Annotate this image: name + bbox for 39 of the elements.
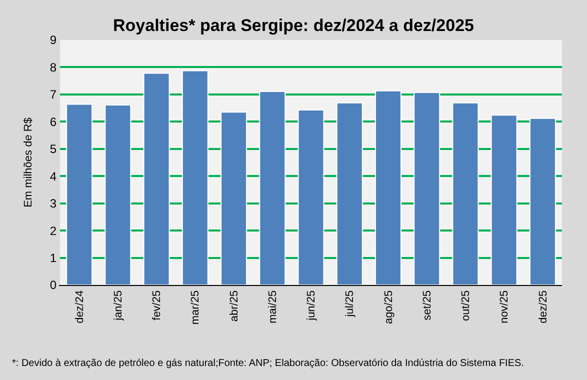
x-tick-label: dez/24 bbox=[74, 290, 86, 324]
x-tick-label: mar/25 bbox=[190, 290, 202, 325]
bar bbox=[104, 104, 132, 285]
y-axis-title: Em milhões de R$ bbox=[22, 118, 35, 208]
chart-title: Royalties* para Sergipe: dez/2024 a dez/2025 bbox=[113, 16, 474, 35]
bar bbox=[259, 90, 286, 285]
x-tick-label: out/25 bbox=[460, 290, 472, 321]
bar bbox=[452, 102, 479, 285]
y-tick-label: 5 bbox=[50, 142, 57, 156]
y-tick-label: 6 bbox=[50, 114, 57, 129]
y-tick-label: 1 bbox=[50, 250, 57, 265]
x-tick-label: dez/25 bbox=[537, 290, 550, 324]
y-tick-label: 2 bbox=[50, 224, 57, 238]
y-tick-label: 0 bbox=[50, 278, 57, 292]
x-tick-label: jul/25 bbox=[344, 290, 356, 318]
bar bbox=[529, 118, 556, 285]
bar bbox=[336, 102, 363, 285]
x-tick-label: nov/25 bbox=[498, 290, 511, 324]
bar bbox=[298, 109, 324, 285]
y-tick-label: 8 bbox=[50, 60, 57, 74]
y-tick-label: 3 bbox=[50, 196, 57, 211]
bar bbox=[374, 90, 402, 285]
y-tick-label: 7 bbox=[50, 88, 57, 102]
bar bbox=[182, 70, 208, 285]
x-tick-label: abr/25 bbox=[228, 290, 240, 322]
bar bbox=[66, 104, 93, 285]
x-tick-label: jun/25 bbox=[306, 290, 318, 322]
text: *: Devido à extração de petróleo e gás natural;Fonte: ANP; Elaboração: Observatório da Indústria do Sistema FIES. bbox=[12, 358, 524, 369]
y-tick-label: 4 bbox=[50, 169, 57, 184]
bar bbox=[220, 112, 248, 285]
bar bbox=[490, 114, 518, 285]
bar bbox=[143, 72, 170, 285]
x-tick-label: jan/25 bbox=[112, 290, 124, 322]
x-tick-label: mai/25 bbox=[266, 290, 279, 324]
x-tick-label: fev/25 bbox=[151, 290, 164, 320]
x-tick-label: set/25 bbox=[421, 290, 434, 320]
x-tick-label: ago/25 bbox=[382, 290, 395, 324]
bar bbox=[414, 92, 440, 285]
y-tick-label: 9 bbox=[50, 33, 57, 48]
